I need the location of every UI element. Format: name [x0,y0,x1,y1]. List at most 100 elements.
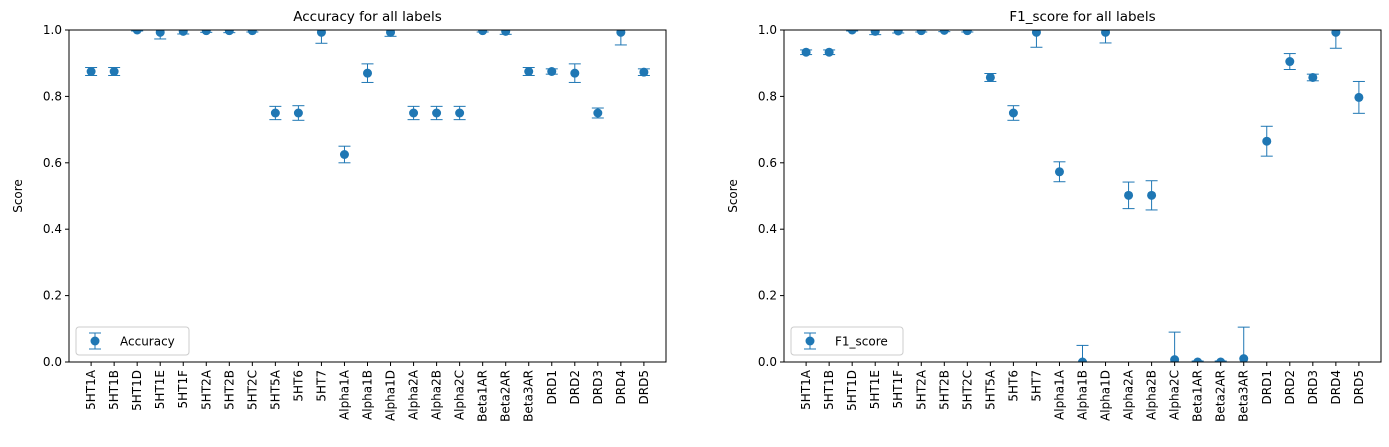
data-point [247,30,257,36]
y-tick-label: 1.0 [43,23,62,37]
data-point [1054,167,1064,177]
x-tick-label: Beta1AR [1191,370,1205,422]
data-point [524,67,534,76]
data-point [1124,190,1134,200]
x-tick-label: DRD5 [637,370,651,404]
x-tick-label: 5HT2A [199,369,213,410]
chart-title: F1_score for all labels [1009,9,1155,25]
data-point [86,67,96,76]
x-tick-label: DRD2 [1283,370,1297,404]
x-tick-label: Alpha1B [361,370,375,420]
data-point [962,30,972,36]
x-tick-label: 5HT6 [291,370,305,402]
legend-label: Accuracy [120,335,175,349]
data-point [201,30,211,36]
data-point [1008,108,1018,118]
data-point [593,108,603,118]
y-tick-label: 0.4 [43,222,62,236]
data-point [1239,354,1249,362]
x-tick-label: DRD1 [545,370,559,404]
data-point [1285,57,1295,67]
data-point [547,67,557,76]
data-point [801,47,811,57]
data-point [270,108,280,118]
axes-frame [783,29,1382,363]
x-tick-label: Alpha2B [430,370,444,420]
y-axis-label: Score [11,179,25,213]
legend-label: F1_score [835,335,888,349]
legend-box [790,326,904,356]
data-point [1354,92,1364,102]
data-point [570,68,580,78]
x-tick-label: Alpha2C [453,370,467,420]
data-point [501,30,511,36]
x-tick-label: Beta2AR [1214,370,1228,422]
x-tick-label: 5HT1A [84,369,98,410]
data-point [939,30,949,35]
x-tick-label: 5HT2B [222,370,236,410]
data-point [1193,357,1203,362]
x-tick-label: 5HT2C [960,370,974,410]
data-point [155,30,165,37]
data-point [847,30,857,35]
y-tick-label: 0.6 [758,156,777,170]
data-point [893,30,903,36]
legend: F1_score [790,326,904,356]
data-point [1262,136,1272,146]
x-tick-label: DRD4 [1329,370,1343,404]
axes-frame [68,29,667,363]
data-point [1031,30,1041,37]
y-tick-label: 0.4 [758,222,777,236]
x-tick-label: DRD4 [614,370,628,404]
x-tick-label: Alpha2A [407,369,421,420]
x-tick-label: 5HT2B [937,370,951,410]
chart-title: Accuracy for all labels [293,9,442,25]
y-tick-label: 0.0 [43,355,62,369]
data-point [824,47,834,57]
x-tick-label: DRD3 [1306,370,1320,404]
data-point [478,30,488,36]
f1-score-panel: F1_score for all labels Score 0.0 0.2 0.4 0.6… [726,9,1382,422]
y-tick-label: 0.8 [758,89,777,103]
data-point [339,150,349,159]
x-tick-label: 5HT1B [822,370,836,410]
legend-marker [90,336,100,346]
x-tick-label: DRD2 [568,370,582,404]
data-point [293,108,303,118]
data-point [386,30,396,37]
x-tick-label: Beta3AR [1237,370,1251,422]
x-tick-label: Alpha1D [384,370,398,421]
y-tick-label: 1.0 [758,23,777,37]
data-point [409,108,419,118]
data-point [224,30,234,36]
legend-box [75,326,190,356]
x-tick-label: Alpha1A [337,369,351,420]
data-point [1147,190,1157,200]
y-axis-label: Score [726,179,740,213]
x-tick-label: Alpha1B [1076,370,1090,420]
x-tick-label: Alpha1A [1052,369,1066,420]
x-tick-label: DRD5 [1352,370,1366,404]
x-tick-label: DRD1 [1260,370,1274,404]
x-tick-label: 5HT7 [1029,370,1043,402]
data-point [916,30,926,36]
x-tick-label: 5HT1F [891,370,905,409]
x-tick-label: Alpha1D [1099,370,1113,421]
legend: Accuracy [75,326,190,356]
data-point [1308,72,1318,82]
accuracy-panel: Accuracy for all labels Score 0.0 0.2 0.4 0.6… [11,9,667,422]
x-tick-label: 5HT1A [799,369,813,410]
data-point [1170,355,1180,362]
data-point [178,30,188,36]
x-tick-label: DRD3 [591,370,605,404]
data-point [132,30,142,35]
data-point [616,30,626,37]
data-point [455,108,465,118]
data-point [1216,357,1226,362]
x-tick-label: 5HT5A [268,369,282,410]
x-tick-label: Alpha2C [1168,370,1182,420]
x-tick-label: Beta1AR [476,370,490,422]
y-tick-label: 0.8 [43,89,62,103]
x-tick-label: Beta3AR [522,370,536,422]
